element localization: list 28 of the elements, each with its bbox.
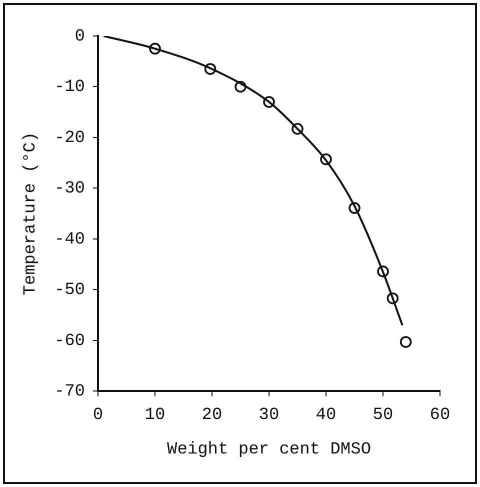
point: [377, 266, 389, 278]
y-tick-label: -40: [54, 230, 86, 250]
point: [348, 202, 360, 214]
point: [263, 96, 275, 108]
y-tick-label: -50: [54, 281, 86, 300]
y-axis-title: Temperature (°C): [22, 132, 41, 296]
x-axis-title: Weight per cent DMSO: [166, 440, 372, 460]
point: [234, 80, 246, 93]
y-tick-label: 0: [74, 28, 86, 46]
x-tick-label: 50: [372, 406, 394, 425]
y-tick-label: -30: [54, 180, 86, 199]
x-tick-label: 0: [92, 406, 104, 425]
y-tick-label: -20: [54, 128, 86, 148]
x-tick-label: 10: [144, 406, 166, 425]
point: [386, 292, 399, 304]
line-series: [102, 36, 404, 326]
x-tick-label: 20: [202, 406, 222, 425]
point: [149, 42, 161, 55]
x-tick-label: 60: [430, 406, 450, 425]
y-tick-label: -70: [54, 382, 86, 402]
point: [400, 336, 412, 348]
y-tick-label: -10: [54, 78, 86, 98]
y-tick-label: -60: [54, 332, 86, 351]
point: [320, 153, 332, 166]
x-tick-label: 30: [258, 406, 280, 425]
point: [292, 122, 304, 135]
point: [204, 63, 216, 75]
x-tick-label: 40: [316, 406, 336, 425]
